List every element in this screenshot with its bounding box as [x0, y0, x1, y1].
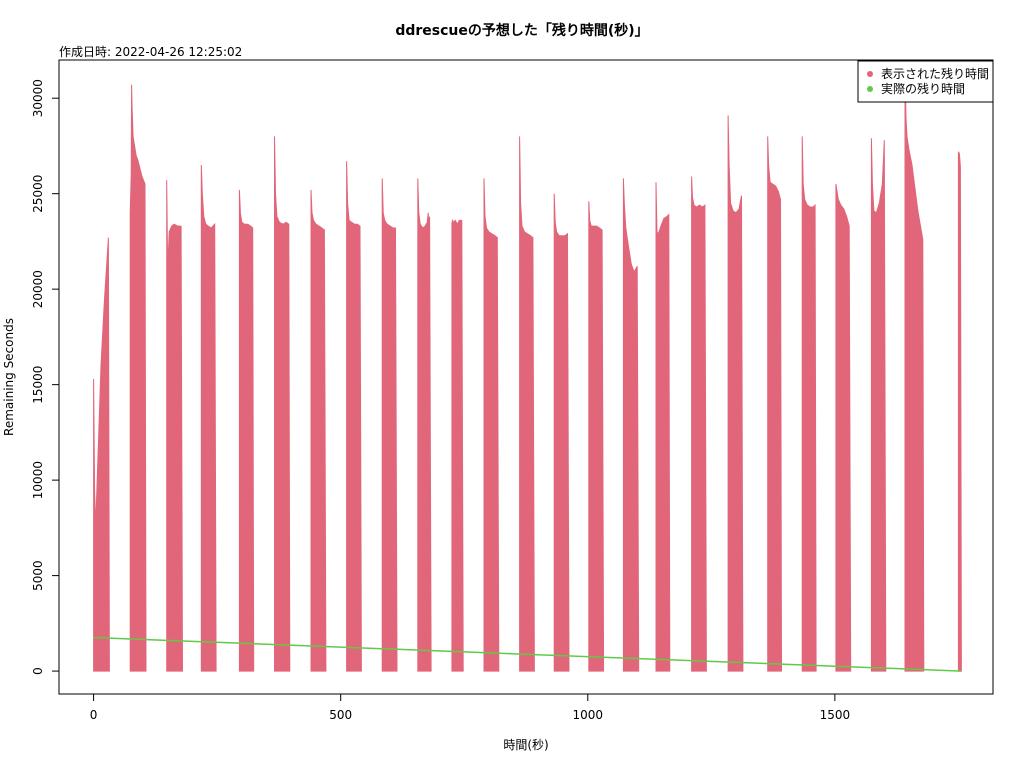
displayed-remaining-burst-18 — [691, 176, 707, 672]
displayed-remaining-burst-25 — [957, 151, 962, 672]
x-tick-label-1000: 1000 — [572, 708, 603, 722]
displayed-remaining-burst-1 — [93, 237, 110, 672]
data-layer — [93, 69, 962, 672]
displayed-remaining-burst-14 — [553, 193, 570, 672]
y-tick-label-20000: 20000 — [31, 270, 45, 308]
displayed-remaining-burst-19 — [727, 115, 744, 672]
y-tick-label-0: 0 — [31, 667, 45, 675]
x-tick-label-500: 500 — [329, 708, 352, 722]
displayed-remaining-burst-3 — [166, 180, 184, 672]
displayed-remaining-burst-20 — [767, 136, 783, 672]
displayed-remaining-burst-12 — [483, 178, 500, 672]
displayed-remaining-burst-6 — [274, 136, 291, 672]
y-tick-label-30000: 30000 — [31, 79, 45, 117]
legend: 表示された残り時間 実際の残り時間 — [857, 60, 994, 103]
displayed-remaining-burst-10 — [417, 178, 432, 672]
legend-marker-displayed — [867, 71, 873, 77]
displayed-remaining-burst-16 — [622, 178, 640, 672]
x-axis-label: 時間(秒) — [503, 738, 548, 752]
legend-marker-actual — [867, 86, 873, 92]
displayed-remaining-burst-9 — [381, 178, 398, 672]
legend-label-displayed: 表示された残り時間 — [881, 67, 989, 81]
y-axis: 0 5000 10000 15000 20000 25000 30000 — [31, 79, 60, 675]
displayed-remaining-burst-13 — [519, 136, 535, 672]
x-tick-label-1500: 1500 — [820, 708, 851, 722]
displayed-remaining-burst-15 — [588, 201, 605, 672]
displayed-remaining-burst-8 — [346, 161, 362, 672]
displayed-remaining-burst-2 — [129, 84, 147, 672]
x-axis: 0 500 1000 1500 — [90, 693, 851, 722]
displayed-remaining-burst-11 — [451, 218, 464, 672]
displayed-remaining-burst-21 — [801, 136, 817, 672]
displayed-remaining-burst-24 — [904, 69, 925, 672]
legend-label-actual: 実際の残り時間 — [881, 81, 965, 96]
chart-title: ddrescueの予想した「残り時間(秒)」 — [395, 22, 648, 39]
x-tick-label-0: 0 — [90, 708, 98, 722]
displayed-remaining-burst-22 — [835, 184, 852, 672]
y-tick-label-25000: 25000 — [31, 175, 45, 213]
displayed-remaining-burst-23 — [870, 138, 887, 672]
displayed-remaining-burst-17 — [655, 182, 671, 672]
displayed-remaining-burst-7 — [310, 189, 327, 672]
chart-subtitle: 作成日時: 2022-04-26 12:25:02 — [59, 45, 242, 59]
actual-remaining-line — [93, 636, 962, 672]
y-tick-label-15000: 15000 — [31, 366, 45, 404]
legend-box — [857, 60, 994, 103]
y-tick-label-5000: 5000 — [31, 560, 45, 591]
displayed-remaining-burst-5 — [238, 189, 255, 672]
displayed-remaining-burst-4 — [200, 164, 217, 672]
y-tick-label-10000: 10000 — [31, 461, 45, 499]
y-axis-label: Remaining Seconds — [2, 318, 16, 436]
